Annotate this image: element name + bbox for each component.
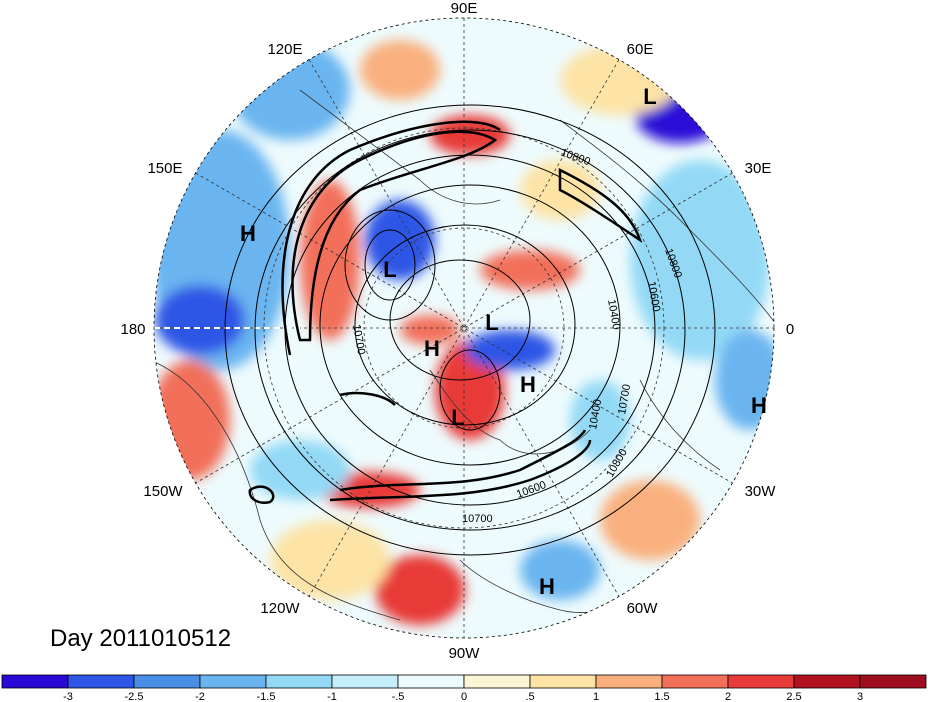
colorbar-swatch xyxy=(727,674,795,689)
colorbar-swatch xyxy=(133,674,201,689)
contour-label: 10600 xyxy=(645,280,662,312)
colorbar-swatch xyxy=(661,674,729,689)
colorbar-swatch xyxy=(199,674,267,689)
colorbar-tick-label: 2.5 xyxy=(786,691,801,702)
colorbar-swatch xyxy=(793,674,861,689)
lon-label-30e: 30E xyxy=(745,160,772,177)
colorbar-tick-label: 3 xyxy=(857,691,863,702)
lon-label-0: 0 xyxy=(786,321,794,338)
contour-label: 10700 xyxy=(616,383,633,415)
lon-label-30w: 30W xyxy=(745,483,777,500)
pressure-marker: H xyxy=(240,221,256,246)
pressure-marker: H xyxy=(520,372,536,397)
contour-label: 10400 xyxy=(587,398,604,430)
colorbar-swatch xyxy=(463,674,531,689)
colorbar-tick-label: -1 xyxy=(327,691,337,702)
colorbar-tick-label: -.5 xyxy=(392,691,405,702)
lon-label-180: 180 xyxy=(120,321,145,338)
colorbar-tick-label: -2.5 xyxy=(125,691,144,702)
colorbar-swatch xyxy=(529,674,597,689)
lon-label-150e: 150E xyxy=(147,160,182,177)
colorbar-swatch xyxy=(595,674,663,689)
colorbar-swatch xyxy=(397,674,465,689)
colorbar-tick-label: .5 xyxy=(525,691,534,702)
map-boundary xyxy=(153,17,775,639)
colorbar-tick-label: -1.5 xyxy=(257,691,276,702)
lon-label-90w: 90W xyxy=(449,645,481,662)
pressure-marker: L xyxy=(451,405,464,430)
colorbar-swatch xyxy=(265,674,333,689)
contour-label: 10700 xyxy=(462,513,493,525)
day-label: Day 2011010512 xyxy=(50,625,231,652)
colorbar-tick-label: 1.5 xyxy=(654,691,669,702)
colorbar-swatch xyxy=(331,674,399,689)
colorbar-tick-label: -2 xyxy=(195,691,205,702)
contour-label: 10700 xyxy=(350,323,367,355)
lon-label-120e: 120E xyxy=(267,41,302,58)
lon-label-120w: 120W xyxy=(260,600,300,617)
pressure-marker: H xyxy=(539,574,555,599)
colorbar: -3 -2.5 -2 -1.5 -1 -.5 0 .5 1 1.5 2 2.5 3 xyxy=(1,674,927,702)
contour-label: 10400 xyxy=(605,298,622,330)
jet-contours xyxy=(248,120,643,504)
lon-label-60e: 60E xyxy=(627,41,654,58)
colorbar-tick-label: 0 xyxy=(461,691,467,702)
lon-label-60w: 60W xyxy=(627,600,659,617)
colorbar-tick-label: 2 xyxy=(725,691,731,702)
colorbar-swatch xyxy=(1,674,69,689)
pressure-marker: L xyxy=(643,84,656,109)
pressure-marker: H xyxy=(751,393,767,418)
colorbar-swatch xyxy=(67,674,135,689)
colorbar-swatch xyxy=(859,674,927,689)
pressure-marker: L xyxy=(383,257,396,282)
colorbar-tick-label: -3 xyxy=(63,691,73,702)
lon-label-150w: 150W xyxy=(143,483,183,500)
colorbar-tick-label: 1 xyxy=(593,691,599,702)
pressure-marker: L xyxy=(485,310,498,335)
lon-label-90e: 90E xyxy=(451,0,478,17)
pressure-marker: H xyxy=(424,336,440,361)
